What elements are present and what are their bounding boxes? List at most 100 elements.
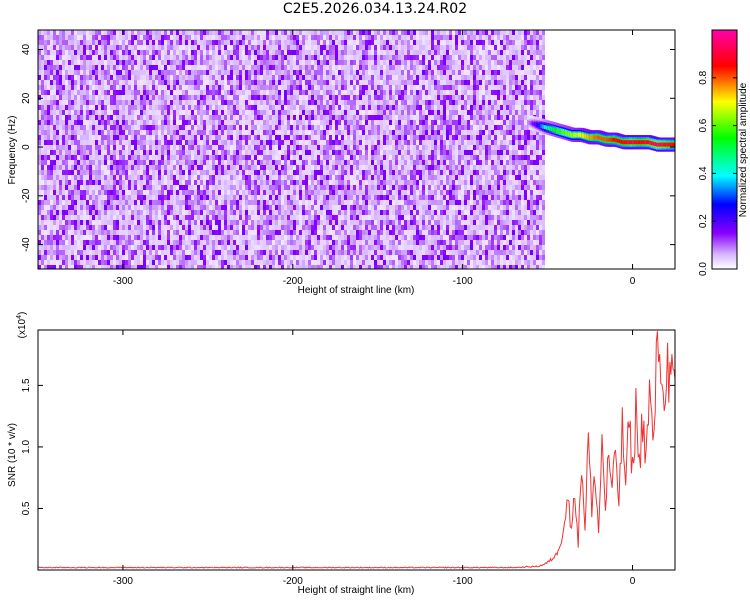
- heatmap-cell: [257, 115, 260, 120]
- heatmap-cell: [332, 205, 335, 210]
- heatmap-cell: [110, 145, 113, 150]
- heatmap-cell: [134, 215, 137, 220]
- heatmap-cell: [74, 95, 77, 100]
- heatmap-cell: [215, 230, 218, 235]
- heatmap-cell: [197, 120, 200, 125]
- heatmap-cell: [212, 165, 215, 170]
- heatmap-cell: [260, 195, 263, 200]
- heatmap-cell: [308, 235, 311, 240]
- heatmap-cell: [140, 200, 143, 205]
- heatmap-cell: [146, 140, 149, 145]
- heatmap-cell: [179, 30, 182, 35]
- heatmap-cell: [125, 140, 128, 145]
- heatmap-cell: [185, 95, 188, 100]
- heatmap-cell: [53, 180, 56, 185]
- heatmap-cell: [338, 180, 341, 185]
- heatmap-cell: [143, 225, 146, 230]
- heatmap-cell: [131, 135, 134, 140]
- heatmap-cell: [206, 235, 209, 240]
- heatmap-cell: [245, 35, 248, 40]
- heatmap-cell: [173, 205, 176, 210]
- heatmap-cell: [314, 35, 317, 40]
- heatmap-cell: [122, 80, 125, 85]
- heatmap-cell: [41, 195, 44, 200]
- heatmap-cell: [41, 160, 44, 165]
- heatmap-cell: [71, 265, 74, 269]
- heatmap-cell: [248, 235, 251, 240]
- heatmap-cell: [98, 205, 101, 210]
- heatmap-cell: [203, 85, 206, 90]
- heatmap-cell: [65, 170, 68, 175]
- heatmap-cell: [281, 155, 284, 160]
- heatmap-cell: [38, 235, 41, 240]
- heatmap-cell: [152, 120, 155, 125]
- heatmap-cell: [74, 260, 77, 265]
- heatmap-cell: [188, 180, 191, 185]
- heatmap-cell: [50, 195, 53, 200]
- heatmap-cell: [149, 145, 152, 150]
- heatmap-cell: [116, 60, 119, 65]
- heatmap-cell: [173, 105, 176, 110]
- heatmap-cell: [221, 265, 224, 269]
- heatmap-cell: [299, 215, 302, 220]
- heatmap-cell: [200, 55, 203, 60]
- heatmap-cell: [266, 235, 269, 240]
- heatmap-cell: [74, 140, 77, 145]
- heatmap-cell: [338, 170, 341, 175]
- heatmap-cell: [170, 110, 173, 115]
- heatmap-cell: [161, 105, 164, 110]
- heatmap-cell: [53, 245, 56, 250]
- heatmap-cell: [77, 165, 80, 170]
- heatmap-cell: [218, 175, 221, 180]
- heatmap-cell: [236, 180, 239, 185]
- heatmap-cell: [200, 230, 203, 235]
- heatmap-cell: [182, 135, 185, 140]
- heatmap-cell: [47, 160, 50, 165]
- heatmap-cell: [92, 245, 95, 250]
- heatmap-cell: [251, 95, 254, 100]
- heatmap-cell: [50, 135, 53, 140]
- heatmap-cell: [245, 265, 248, 269]
- heatmap-cell: [170, 190, 173, 195]
- heatmap-cell: [326, 60, 329, 65]
- heatmap-cell: [98, 225, 101, 230]
- heatmap-cell: [248, 105, 251, 110]
- heatmap-cell: [344, 200, 347, 205]
- heatmap-cell: [80, 65, 83, 70]
- heatmap-cell: [245, 190, 248, 195]
- heatmap-cell: [71, 90, 74, 95]
- heatmap-cell: [128, 45, 131, 50]
- heatmap-cell: [71, 235, 74, 240]
- heatmap-cell: [239, 150, 242, 155]
- heatmap-cell: [200, 60, 203, 65]
- heatmap-cell: [50, 75, 53, 80]
- heatmap-cell: [320, 215, 323, 220]
- heatmap-cell: [245, 165, 248, 170]
- heatmap-cell: [185, 145, 188, 150]
- heatmap-cell: [107, 120, 110, 125]
- heatmap-cell: [167, 190, 170, 195]
- heatmap-cell: [68, 230, 71, 235]
- heatmap-cell: [335, 30, 338, 35]
- heatmap-cell: [83, 125, 86, 130]
- heatmap-cell: [251, 200, 254, 205]
- heatmap-cell: [233, 165, 236, 170]
- heatmap-cell: [335, 260, 338, 265]
- heatmap-cell: [170, 135, 173, 140]
- heatmap-cell: [188, 245, 191, 250]
- heatmap-cell: [332, 210, 335, 215]
- heatmap-cell: [215, 135, 218, 140]
- heatmap-cell: [242, 235, 245, 240]
- heatmap-cell: [188, 190, 191, 195]
- heatmap-cell: [272, 210, 275, 215]
- heatmap-cell: [290, 125, 293, 130]
- heatmap-cell: [149, 80, 152, 85]
- heatmap-cell: [155, 185, 158, 190]
- heatmap-cell: [293, 110, 296, 115]
- heatmap-cell: [140, 55, 143, 60]
- heatmap-cell: [137, 200, 140, 205]
- heatmap-cell: [284, 60, 287, 65]
- heatmap-cell: [173, 185, 176, 190]
- heatmap-cell: [317, 180, 320, 185]
- heatmap-cell: [287, 180, 290, 185]
